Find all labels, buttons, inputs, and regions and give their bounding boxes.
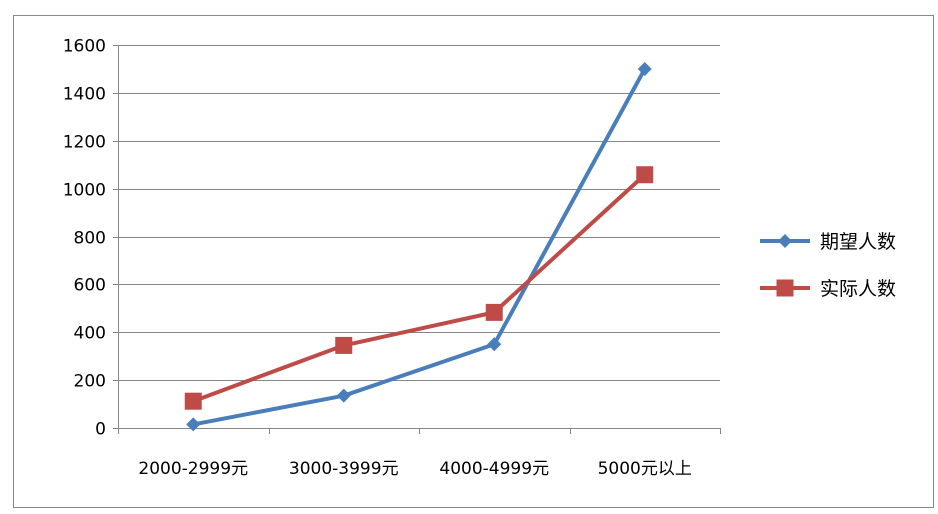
- y-axis-ticks: 0 200 400 600 800 1000 1200 1400 1600: [63, 37, 118, 440]
- legend-label: 期望人数: [820, 231, 896, 253]
- legend-marker: [776, 279, 794, 297]
- series-line: [192, 173, 647, 404]
- legend-label: 实际人数: [820, 278, 896, 300]
- series-group: [184, 61, 654, 432]
- x-tick-label: 4000-4999元: [439, 459, 549, 479]
- y-tick-label: 1600: [63, 37, 106, 57]
- data-point: [485, 303, 503, 321]
- x-tick-label: 3000-3999元: [289, 459, 399, 479]
- data-point: [336, 388, 351, 403]
- x-tick-label: 2000-2999元: [138, 459, 248, 479]
- series-1: [186, 61, 652, 432]
- data-point: [186, 417, 201, 432]
- legend-item: 实际人数: [760, 278, 896, 300]
- y-tick-label: 0: [95, 420, 106, 440]
- legend-item: 期望人数: [760, 231, 896, 253]
- data-point: [636, 166, 654, 184]
- gridlines: [118, 45, 720, 381]
- data-point: [637, 61, 652, 76]
- data-point: [335, 336, 353, 354]
- chart-border: [13, 15, 934, 508]
- y-tick-label: 1400: [63, 85, 106, 105]
- y-tick-label: 400: [74, 324, 106, 344]
- y-tick-label: 800: [74, 229, 106, 249]
- y-tick-label: 200: [74, 372, 106, 392]
- data-point: [184, 392, 202, 410]
- series-line: [192, 67, 647, 427]
- y-tick-label: 600: [74, 276, 106, 296]
- data-point: [487, 337, 502, 352]
- x-tick-label: 5000元以上: [598, 459, 692, 479]
- x-axis-ticks: 2000-2999元 3000-3999元 4000-4999元 5000元以上: [118, 428, 721, 479]
- series-2: [184, 166, 654, 410]
- y-tick-label: 1200: [63, 133, 106, 153]
- y-tick-label: 1000: [63, 181, 106, 201]
- legend-marker: [778, 234, 792, 248]
